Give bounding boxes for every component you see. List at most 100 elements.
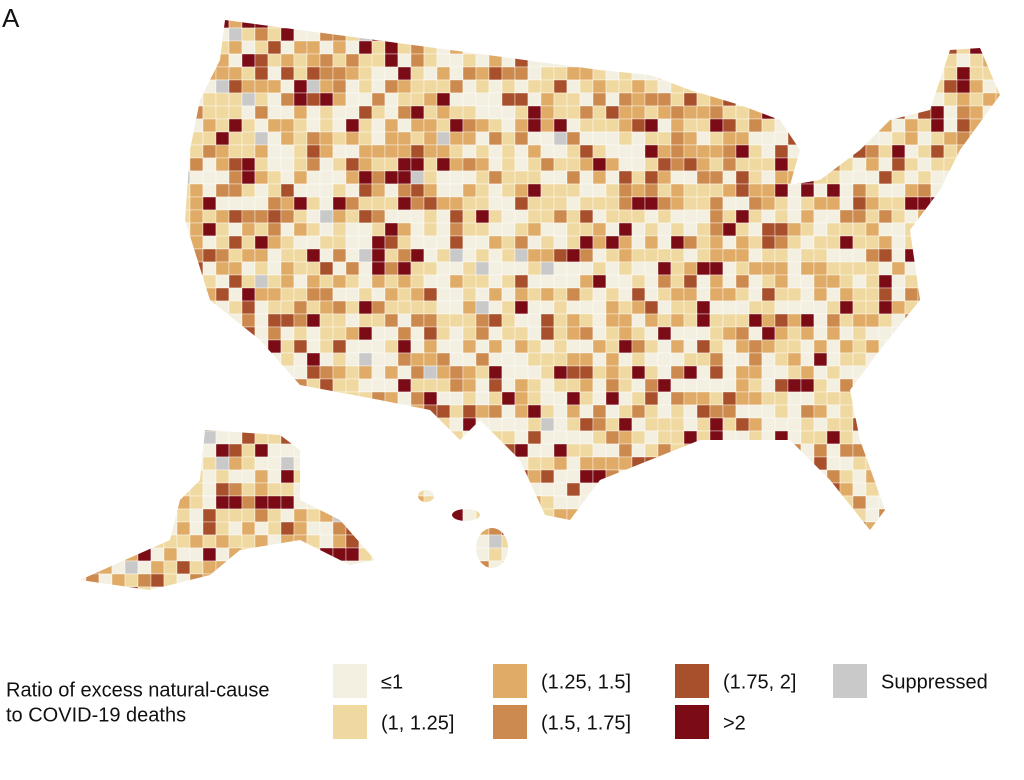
county-cell (735, 508, 750, 523)
county-cell (176, 222, 191, 237)
county-cell (865, 53, 880, 68)
county-cell (475, 287, 490, 302)
county-cell (267, 430, 282, 445)
county-cell (371, 66, 386, 81)
county-cell (488, 118, 503, 133)
county-cell (176, 196, 191, 211)
county-cell (150, 573, 165, 588)
county-cell (384, 20, 399, 29)
county-cell (267, 20, 282, 29)
county-cell (501, 391, 516, 406)
county-cell (696, 183, 711, 198)
county-cell (761, 365, 776, 380)
county-cell (904, 248, 919, 263)
county-cell (852, 222, 867, 237)
county-cell (319, 131, 334, 146)
county-cell (111, 183, 126, 198)
county-cell (579, 170, 594, 185)
county-cell (384, 183, 399, 198)
county-cell (774, 196, 789, 211)
county-cell (189, 79, 204, 94)
county-cell (969, 443, 984, 458)
county-cell (176, 235, 191, 250)
county-cell (800, 235, 815, 250)
county-cell (202, 261, 217, 276)
county-cell (254, 235, 269, 250)
county-cell (735, 274, 750, 289)
county-cell (280, 547, 295, 562)
county-cell (241, 417, 256, 432)
county-cell (618, 144, 633, 159)
county-cell (748, 196, 763, 211)
county-cell (917, 508, 932, 523)
county-cell (930, 521, 945, 536)
county-cell (722, 274, 737, 289)
county-cell (423, 586, 438, 590)
county-cell (397, 573, 412, 588)
county-cell (787, 118, 802, 133)
county-cell (501, 209, 516, 224)
county-cell (241, 482, 256, 497)
county-cell (137, 586, 152, 590)
county-cell (696, 170, 711, 185)
county-cell (111, 157, 126, 172)
county-cell (85, 157, 100, 172)
county-cell (501, 261, 516, 276)
county-cell (644, 274, 659, 289)
county-cell (189, 378, 204, 393)
county-cell (332, 417, 347, 432)
county-cell (618, 378, 633, 393)
county-cell (761, 456, 776, 471)
county-cell (124, 352, 139, 367)
county-cell (735, 79, 750, 94)
county-cell (605, 482, 620, 497)
county-cell (943, 495, 958, 510)
county-cell (436, 534, 451, 549)
county-cell (254, 352, 269, 367)
county-cell (592, 157, 607, 172)
county-cell (579, 547, 594, 562)
county-cell (488, 313, 503, 328)
county-cell (111, 495, 126, 510)
county-cell (501, 417, 516, 432)
county-cell (644, 40, 659, 55)
county-cell (501, 456, 516, 471)
county-cell (462, 339, 477, 354)
county-cell (995, 560, 1000, 575)
county-cell (475, 365, 490, 380)
county-cell (891, 20, 906, 29)
county-cell (800, 300, 815, 315)
county-cell (176, 20, 191, 29)
county-cell (904, 53, 919, 68)
county-cell (293, 248, 308, 263)
county-cell (774, 469, 789, 484)
county-cell (60, 314, 73, 327)
county-cell (410, 235, 425, 250)
county-cell (189, 508, 204, 523)
county-cell (605, 131, 620, 146)
county-cell (410, 131, 425, 146)
county-cell (436, 560, 451, 575)
county-cell (345, 105, 360, 120)
county-cell (189, 560, 204, 575)
county-cell (709, 495, 724, 510)
county-cell (384, 326, 399, 341)
county-cell (930, 53, 945, 68)
county-cell (618, 53, 633, 68)
county-cell (657, 456, 672, 471)
county-cell (176, 430, 191, 445)
county-cell (501, 339, 516, 354)
county-cell (254, 79, 269, 94)
county-cell (839, 53, 854, 68)
county-cell (202, 404, 217, 419)
county-cell (670, 573, 685, 588)
county-cell (787, 469, 802, 484)
county-cell (579, 352, 594, 367)
county-cell (644, 131, 659, 146)
county-cell (501, 144, 516, 159)
county-cell (111, 430, 126, 445)
county-cell (514, 417, 529, 432)
county-cell (969, 469, 984, 484)
county-cell (293, 170, 308, 185)
county-cell (709, 313, 724, 328)
